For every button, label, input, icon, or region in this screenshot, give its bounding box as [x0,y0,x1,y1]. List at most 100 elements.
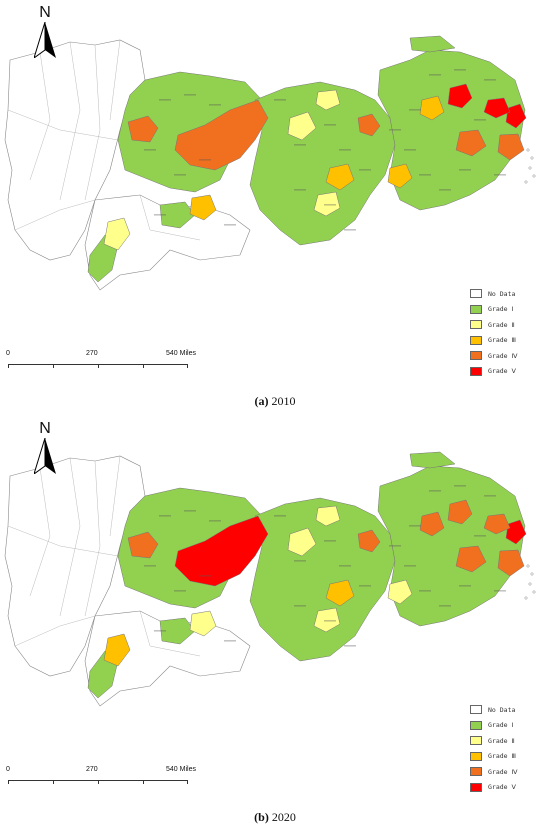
county-label-mark [294,144,306,146]
scale-tick [98,780,99,784]
grade-i-region [409,451,456,469]
county-label-mark [339,565,351,567]
legend-item: Grade Ⅲ [470,333,548,349]
county-label-mark [174,590,186,592]
legend-swatch [470,289,482,299]
caption-letter: (b) [254,810,269,824]
county-label-mark [159,515,171,517]
county-label-mark [224,640,236,642]
county-boundary [139,610,201,657]
legend-item: Grade Ⅳ [470,764,548,780]
city-region-nanjing [447,499,473,525]
legend-item: Grade Ⅴ [470,780,548,796]
county-boundary [139,194,201,241]
city-region-wuhan [357,113,381,137]
city-region-chengdu [127,115,159,143]
city-region-hangzhou [455,545,487,573]
county-label-mark [154,214,166,216]
north-arrow-label: N [39,4,51,21]
county-label-mark [474,535,486,537]
island [526,148,530,152]
legend-item: Grade Ⅰ [470,302,548,318]
county-label-mark [294,605,306,607]
legend-item: Grade Ⅲ [470,749,548,765]
island [530,156,534,160]
legend-item: Grade Ⅱ [470,733,548,749]
county-label-mark [144,149,156,151]
county-boundary [84,44,101,201]
county-boundary [59,457,81,617]
city-region-wuhan [357,529,381,553]
legend-swatch [470,782,482,792]
legend-label: Grade Ⅴ [488,367,516,376]
grade-i-region [159,617,196,645]
map-base-2010 [4,35,526,291]
county-label-mark [389,545,401,547]
island [526,564,530,568]
county-label-mark [419,174,431,176]
city-region-nanchang [387,579,413,605]
city-region-changsha [325,163,355,191]
county-boundary [29,467,51,597]
scale-tick [53,780,54,784]
city-region-chengdu [127,531,159,559]
county-label-mark [274,99,286,101]
scale-bar: 0 270 540 Miles [6,350,198,370]
legend-label: No Data [488,705,516,714]
island [528,582,532,586]
scale-label-0: 0 [6,766,10,773]
county-label-mark [154,630,166,632]
legend-item: Grade Ⅴ [470,364,548,380]
county-label-mark [404,565,416,567]
scale-label-270: 270 [86,766,98,773]
county-label-mark [159,99,171,101]
map-legend: No Data Grade Ⅰ Grade Ⅱ Grade Ⅲ Grade Ⅳ Grade… [470,286,548,379]
county-boundary [14,199,96,231]
county-boundary [84,460,101,617]
island [524,596,528,600]
grade-i-region [377,465,526,627]
county-boundary [29,51,51,181]
legend-item: No Data [470,286,548,302]
county-label-mark [294,560,306,562]
legend-label: Grade Ⅰ [488,721,514,730]
choropleth-map-2010 [4,35,536,291]
map-regions-2020 [103,485,536,667]
county-label-mark [494,174,506,176]
county-label-mark [429,74,441,76]
legend-label: Grade Ⅴ [488,783,516,792]
county-label-mark [439,605,451,607]
county-label-mark [474,119,486,121]
legend-swatch [470,751,482,761]
county-label-mark [224,224,236,226]
caption-2010: (a) 2010 [0,394,550,409]
county-label-mark [184,510,196,512]
county-label-mark [324,124,336,126]
county-label-mark [494,590,506,592]
city-region-yichang [287,111,317,141]
island [530,572,534,576]
island [524,180,528,184]
legend-swatch [470,705,482,715]
county-label-mark [209,520,221,522]
county-label-mark [294,189,306,191]
city-region-kunming [103,217,131,251]
county-label-mark [199,575,211,577]
city-region-shanghai [505,103,527,129]
north-arrow-label: N [39,420,51,437]
legend-label: Grade Ⅱ [488,736,515,745]
county-label-mark [409,109,421,111]
county-label-mark [454,485,466,487]
county-label-mark [344,645,356,647]
city-region-chongqing [174,515,269,587]
city-region-chongqing [174,99,269,171]
caption-year: 2020 [271,810,296,824]
north-arrow-icon [34,438,56,474]
county-label-mark [359,585,371,587]
city-region-zhuzhou [313,191,341,217]
county-label-mark [454,69,466,71]
scale-bar: 0 270 540 Miles [6,766,198,786]
county-label-mark [324,620,336,622]
city-region-xiangyang [315,505,341,527]
city-region-hangzhou [455,129,487,157]
